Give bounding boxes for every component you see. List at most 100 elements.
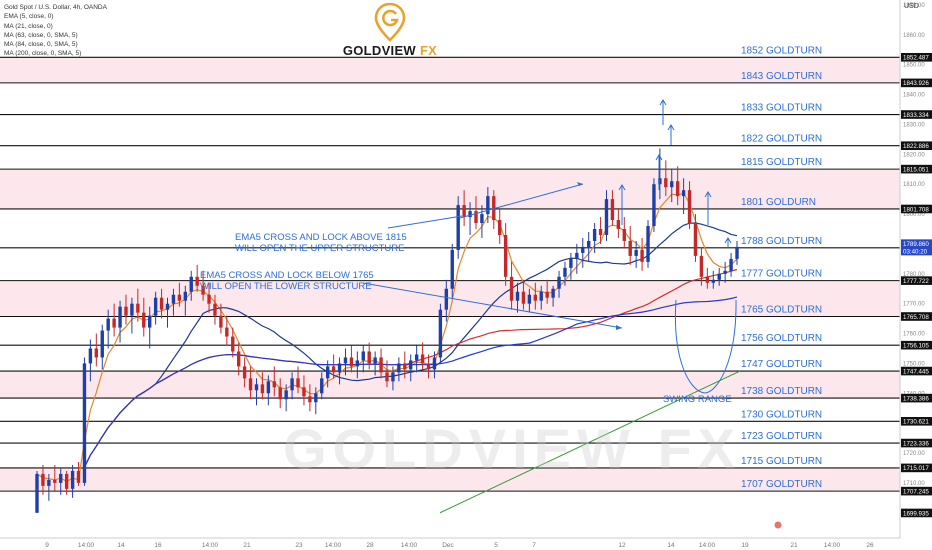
price-tag xyxy=(901,393,932,403)
brand-word: GOLDVIEW xyxy=(342,43,417,58)
price-tag xyxy=(901,78,932,88)
candle-body xyxy=(628,240,632,256)
price-tick: 1710.00 xyxy=(903,481,925,487)
candle-body xyxy=(456,205,460,250)
time-axis-bg xyxy=(0,538,900,550)
time-tick: 26 xyxy=(866,542,874,549)
candle-body xyxy=(675,181,680,197)
price-tick: 1760.00 xyxy=(903,332,925,338)
symbol-title[interactable]: Gold Spot / U.S. Dollar, 4h, OANDA xyxy=(4,4,107,11)
candle-body xyxy=(403,363,407,370)
candle-body xyxy=(88,348,93,364)
candle-body xyxy=(664,178,668,188)
candle-body xyxy=(53,479,57,483)
price-tag xyxy=(901,164,932,174)
candle-body xyxy=(296,378,300,388)
candle-body xyxy=(735,246,739,259)
candle-body xyxy=(521,291,526,304)
event-flag-icon xyxy=(774,521,782,529)
annotation-upper-line1: EMA5 CROSS AND LOCK ABOVE 1815 xyxy=(235,232,407,243)
candle-body xyxy=(693,223,698,256)
candle-body xyxy=(177,294,182,301)
level-label: 1747 GOLDTURN xyxy=(741,359,822,370)
time-tick: 14 xyxy=(667,542,675,549)
level-label: 1822 GOLDTURN xyxy=(741,134,822,145)
price-tag-label: 1730.621 xyxy=(903,419,929,426)
candle-body xyxy=(314,393,318,403)
candle-body xyxy=(248,378,253,391)
price-tag-label: 1723.336 xyxy=(903,440,929,447)
price-tick: 1850.00 xyxy=(903,63,925,69)
price-tag-label: 1801.708 xyxy=(903,206,929,213)
candle-body xyxy=(142,312,146,328)
candle-body xyxy=(699,255,704,277)
candle-body xyxy=(213,303,217,316)
candle-body xyxy=(569,258,573,268)
candle-body xyxy=(420,354,425,364)
candle-body xyxy=(112,318,116,328)
candle-body xyxy=(148,315,152,328)
price-tag xyxy=(901,508,932,518)
price-tag-label: 1843.926 xyxy=(903,80,929,87)
candle-body xyxy=(325,366,330,379)
price-tick: 1870.00 xyxy=(903,3,925,9)
candle-body xyxy=(337,363,342,373)
time-tick: 5 xyxy=(494,542,498,549)
level-label: 1788 GOLDTURN xyxy=(741,236,822,247)
candle-body xyxy=(183,291,188,301)
candle-body xyxy=(515,291,520,301)
candle-body xyxy=(59,473,63,483)
level-label: 1833 GOLDTURN xyxy=(741,103,822,114)
candle-body xyxy=(70,470,75,489)
current-price-tag xyxy=(901,239,932,256)
price-tag xyxy=(901,463,932,473)
price-tag xyxy=(901,416,932,426)
price-tick: 1810.00 xyxy=(903,182,925,188)
candle-body xyxy=(231,336,235,352)
candle-body xyxy=(349,357,354,367)
candle-body xyxy=(598,229,603,235)
zone-band xyxy=(0,169,900,209)
time-tick: 7 xyxy=(532,542,536,549)
time-tick: 23 xyxy=(295,542,303,549)
candle-body xyxy=(171,294,176,304)
level-label: 1801 GOLDURN xyxy=(741,197,816,208)
candle-body xyxy=(533,294,538,301)
price-tag-label: 1765.708 xyxy=(903,314,929,321)
candle-body xyxy=(409,360,413,370)
candle-body xyxy=(207,294,211,304)
current-price-label: 1789.860 xyxy=(903,241,929,248)
annotation-lower-line1: EMA5 CROSS AND LOCK BELOW 1765 xyxy=(200,270,374,281)
candle-body xyxy=(444,288,449,310)
level-label: 1723 GOLDTURN xyxy=(741,431,822,442)
level-label: 1765 GOLDTURN xyxy=(741,304,822,315)
price-tag xyxy=(901,204,932,214)
candle-body xyxy=(717,273,721,280)
up-arrow-head-icon xyxy=(704,191,712,198)
candle-body xyxy=(480,214,484,224)
candle-body xyxy=(563,267,567,277)
candle-body xyxy=(492,196,496,221)
price-tag-label: 1822.886 xyxy=(903,143,929,150)
indicator-ema5[interactable]: EMA (5, close, 0) xyxy=(4,13,54,21)
price-tag-label: 1777.722 xyxy=(903,278,929,285)
time-tick: 14:00 xyxy=(401,542,418,549)
candle-body xyxy=(343,357,348,364)
zone-band xyxy=(0,467,900,492)
indicator-ma63[interactable]: MA (63, close, 0, SMA, 5) xyxy=(4,31,78,39)
time-tick: 21 xyxy=(243,542,251,549)
price-tag-label: 1815.051 xyxy=(903,166,929,173)
time-tick: 14:00 xyxy=(202,542,219,549)
candle-body xyxy=(527,294,532,304)
candle-body xyxy=(130,303,134,316)
indicator-ma21[interactable]: MA (21, close, 0) xyxy=(4,22,53,30)
candle-body xyxy=(278,387,282,400)
candle-body xyxy=(136,303,140,313)
candle-body xyxy=(266,381,271,394)
time-tick: 12 xyxy=(618,542,626,549)
candle-body xyxy=(634,249,638,256)
indicator-ma200[interactable]: MA (200, close, 0, SMA, 5) xyxy=(4,50,82,58)
candles-layer xyxy=(35,148,739,514)
indicator-ma84[interactable]: MA (84, close, 0, SMA, 5) xyxy=(4,41,78,49)
